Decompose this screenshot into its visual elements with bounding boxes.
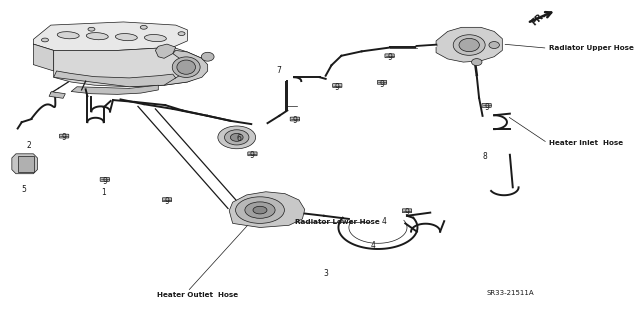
FancyBboxPatch shape [385, 54, 394, 58]
Ellipse shape [489, 41, 499, 48]
FancyBboxPatch shape [60, 134, 68, 138]
Ellipse shape [472, 59, 482, 66]
Circle shape [140, 26, 147, 29]
Text: 4: 4 [371, 241, 376, 250]
Polygon shape [54, 71, 176, 87]
Circle shape [178, 32, 185, 35]
Text: 9: 9 [335, 83, 340, 92]
Text: 3: 3 [323, 270, 328, 278]
Ellipse shape [225, 130, 249, 145]
Ellipse shape [453, 35, 485, 55]
Ellipse shape [115, 33, 138, 41]
FancyBboxPatch shape [482, 104, 492, 107]
Polygon shape [12, 154, 37, 174]
Text: 9: 9 [61, 133, 67, 143]
Polygon shape [71, 85, 158, 94]
FancyBboxPatch shape [333, 84, 342, 87]
Text: 5: 5 [21, 185, 26, 194]
Text: Heater Inlet  Hose: Heater Inlet Hose [548, 140, 623, 146]
Bar [49, 92, 65, 98]
Ellipse shape [86, 33, 108, 40]
Text: 9: 9 [292, 116, 298, 125]
Ellipse shape [459, 38, 479, 52]
Ellipse shape [177, 60, 195, 74]
Polygon shape [229, 192, 305, 227]
Text: SR33-21511A: SR33-21511A [486, 290, 534, 296]
Text: Radiator Upper Hose: Radiator Upper Hose [548, 45, 634, 51]
Polygon shape [33, 22, 188, 50]
Circle shape [236, 197, 284, 223]
Polygon shape [161, 50, 208, 85]
Circle shape [245, 202, 275, 218]
FancyBboxPatch shape [248, 152, 257, 156]
Text: 1: 1 [100, 188, 106, 197]
Text: 6: 6 [236, 134, 241, 144]
Text: FR.: FR. [529, 10, 547, 27]
Polygon shape [436, 27, 502, 62]
Polygon shape [33, 44, 54, 71]
Text: Heater Outlet  Hose: Heater Outlet Hose [157, 292, 238, 298]
Bar [18, 156, 34, 172]
FancyBboxPatch shape [378, 80, 387, 84]
Text: 9: 9 [250, 151, 255, 160]
Text: 9: 9 [404, 208, 410, 217]
Ellipse shape [57, 32, 79, 39]
Ellipse shape [172, 57, 200, 78]
Text: 9: 9 [102, 176, 108, 186]
Ellipse shape [218, 126, 255, 149]
Polygon shape [54, 47, 205, 87]
Text: 9: 9 [387, 53, 392, 62]
Text: 9: 9 [164, 197, 170, 206]
Circle shape [88, 27, 95, 31]
Ellipse shape [202, 52, 214, 61]
FancyBboxPatch shape [403, 209, 412, 213]
Circle shape [42, 38, 49, 42]
Ellipse shape [230, 133, 243, 141]
Polygon shape [156, 44, 176, 58]
Text: 7: 7 [276, 66, 282, 75]
FancyBboxPatch shape [100, 178, 109, 181]
Text: 9: 9 [484, 103, 489, 112]
Text: Radiator Lower Hose: Radiator Lower Hose [295, 219, 380, 225]
Text: 9: 9 [380, 80, 385, 89]
FancyBboxPatch shape [163, 198, 172, 202]
Text: 4: 4 [381, 217, 386, 226]
Text: 2: 2 [27, 141, 31, 150]
FancyBboxPatch shape [290, 117, 300, 121]
Circle shape [253, 206, 267, 214]
Text: 8: 8 [483, 152, 487, 161]
Ellipse shape [145, 34, 166, 41]
